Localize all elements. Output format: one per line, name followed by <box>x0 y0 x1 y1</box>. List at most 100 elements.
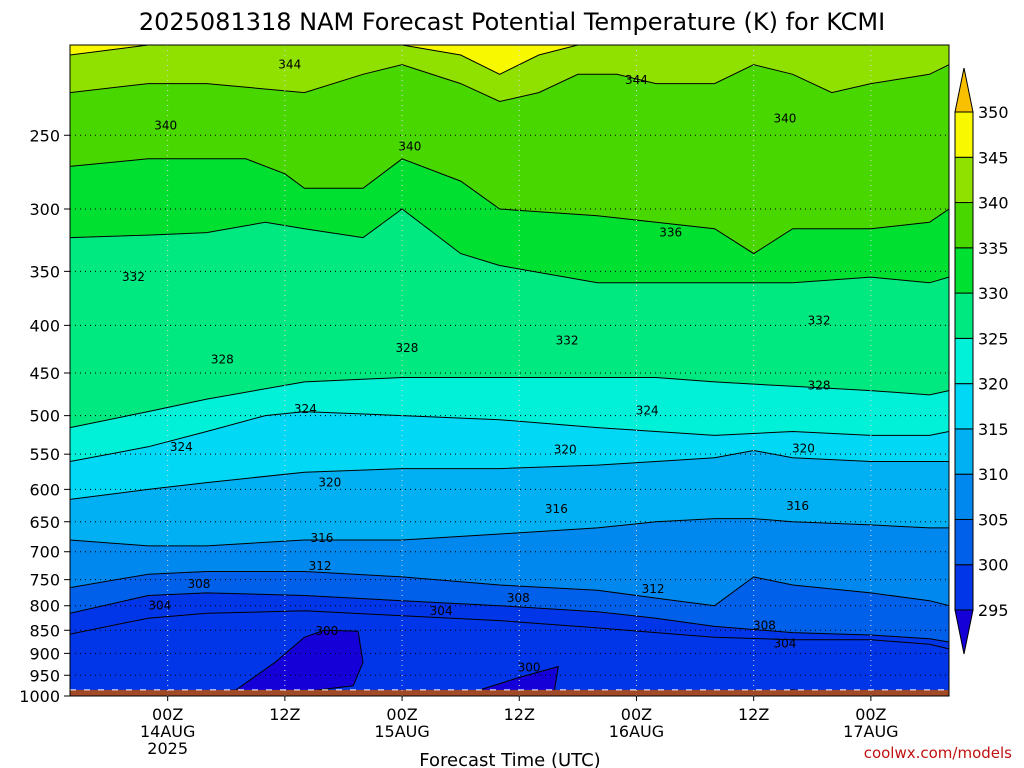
colorbar-label-330: 330 <box>978 284 1009 303</box>
contour-label-1: 344 <box>625 73 648 87</box>
contour-label-19: 316 <box>545 502 568 516</box>
y-tick-label-350: 350 <box>29 262 60 281</box>
x-tick-label-5-1: 12Z <box>738 705 769 724</box>
contour-label-8: 332 <box>808 313 831 327</box>
contour-label-6: 332 <box>122 270 145 284</box>
colorbar-label-305: 305 <box>978 510 1009 529</box>
contour-label-28: 304 <box>773 636 796 650</box>
colorbar-label-315: 315 <box>978 420 1009 439</box>
contour-label-17: 320 <box>792 441 815 455</box>
y-tick-label-300: 300 <box>29 200 60 219</box>
x-tick-label-6-1: 00Z <box>855 705 886 724</box>
theta-band-0 <box>167 630 363 696</box>
contour-label-11: 328 <box>808 378 831 392</box>
contour-line-8 <box>70 411 949 462</box>
colorbar-swatch-10 <box>954 111 974 158</box>
x-tick-label-0-1: 00Z <box>152 705 183 724</box>
y-tick-label-800: 800 <box>29 597 60 616</box>
plot-area <box>70 45 949 696</box>
contour-label-22: 312 <box>642 582 665 596</box>
contour-label-9: 328 <box>211 352 234 366</box>
y-tick-label-450: 450 <box>29 364 60 383</box>
colorbar-label-335: 335 <box>978 239 1009 258</box>
x-tick-label-1-1: 12Z <box>269 705 300 724</box>
theta-band-12 <box>70 45 949 102</box>
contour-label-13: 324 <box>294 402 317 416</box>
contour-line-6 <box>70 518 949 547</box>
contour-line-12 <box>70 64 949 103</box>
contour-label-12: 324 <box>170 440 193 454</box>
colorbar-swatch-6 <box>954 292 974 339</box>
x-tick-label-3-1: 12Z <box>504 705 535 724</box>
contour-label-26: 304 <box>148 599 171 613</box>
x-tick-label-2-1: 00Z <box>386 705 417 724</box>
colorbar-swatch-3 <box>954 428 974 475</box>
contour-label-7: 332 <box>556 333 579 347</box>
colorbar: 295 300 305 310 315 320 325 330 335 340 345 350 <box>954 67 1009 655</box>
contour-label-27: 304 <box>430 604 453 618</box>
x-tick-label-4-1: 00Z <box>621 705 652 724</box>
y-tick-label-700: 700 <box>29 543 60 562</box>
contour-label-21: 312 <box>309 559 332 573</box>
credit-text: coolwx.com/models <box>864 744 1012 762</box>
colorbar-label-340: 340 <box>978 194 1009 213</box>
colorbar-swatch-2 <box>954 473 974 520</box>
contour-label-2: 340 <box>154 118 177 132</box>
contour-line-5 <box>70 571 949 607</box>
theta-band-13 <box>70 45 949 75</box>
y-tick-label-650: 650 <box>29 513 60 532</box>
colorbar-label-345: 345 <box>978 148 1009 167</box>
theta-band-11 <box>70 45 949 254</box>
contour-label-10: 328 <box>395 341 418 355</box>
contour-label-24: 308 <box>507 591 530 605</box>
y-axis: 250 300 350 400 450 500 550 600 650 700 750 800 850 9… <box>19 126 70 706</box>
colorbar-label-325: 325 <box>978 329 1009 348</box>
contour-label-18: 316 <box>311 531 334 545</box>
contour-label-5: 336 <box>659 226 682 240</box>
y-tick-label-900: 900 <box>29 644 60 663</box>
contour-label-3: 340 <box>398 139 421 153</box>
colorbar-label-310: 310 <box>978 465 1009 484</box>
y-tick-label-750: 750 <box>29 571 60 590</box>
x-tick-label-2-2: 15AUG <box>374 722 429 741</box>
x-tick-label-4-2: 16AUG <box>609 722 664 741</box>
colorbar-swatch-9 <box>954 156 974 204</box>
y-tick-label-400: 400 <box>29 316 60 335</box>
colorbar-label-300: 300 <box>978 556 1009 575</box>
chart-title: 2025081318 NAM Forecast Potential Temper… <box>139 8 885 36</box>
colorbar-label-295: 295 <box>978 601 1009 620</box>
y-tick-label-600: 600 <box>29 480 60 499</box>
colorbar-swatch-1 <box>954 518 974 566</box>
y-tick-label-950: 950 <box>29 666 60 685</box>
ground-below-surface <box>70 689 949 696</box>
contour-label-29: 300 <box>315 624 338 638</box>
contour-label-16: 320 <box>554 443 577 457</box>
contour-label-25: 308 <box>753 618 776 632</box>
colorbar-swatch-8 <box>954 202 974 249</box>
contour-line-11 <box>70 158 949 255</box>
y-tick-label-550: 550 <box>29 445 60 464</box>
contour-line-1 <box>460 665 559 696</box>
colorbar-swatch-4 <box>954 383 974 430</box>
y-tick-label-850: 850 <box>29 621 60 640</box>
colorbar-label-320: 320 <box>978 375 1009 394</box>
contour-line-10 <box>70 208 949 284</box>
contour-label-0: 344 <box>278 58 301 72</box>
x-tick-label-6-2: 17AUG <box>843 722 898 741</box>
contour-label-14: 324 <box>636 404 659 418</box>
contour-line-7 <box>70 449 949 500</box>
colorbar-label-350: 350 <box>978 103 1009 122</box>
plot-frame <box>69 44 950 697</box>
x-axis-label: Forecast Time (UTC) <box>419 750 600 768</box>
y-tick-label-500: 500 <box>29 407 60 426</box>
contour-label-20: 316 <box>786 499 809 513</box>
contour-label-15: 320 <box>318 476 341 490</box>
contour-label-4: 340 <box>773 112 796 126</box>
colorbar-swatch-7 <box>954 247 974 294</box>
contour-label-30: 300 <box>518 661 541 675</box>
colorbar-swatch-5 <box>954 337 974 385</box>
x-tick-label-0-2: 14AUG <box>140 722 195 741</box>
colorbar-swatch-0 <box>954 564 974 611</box>
